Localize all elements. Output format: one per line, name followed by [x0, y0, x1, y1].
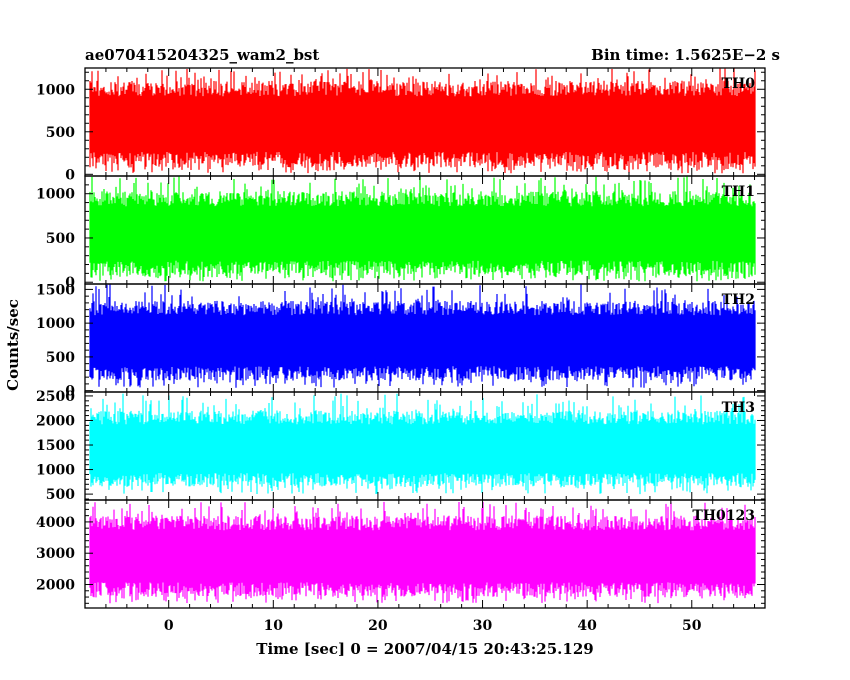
panel-label: TH0123: [692, 508, 755, 524]
y-tick-label: 2500: [36, 389, 75, 405]
y-tick-label: 500: [46, 231, 75, 247]
x-tick-label: 40: [577, 618, 597, 634]
y-tick-label: 4000: [36, 515, 75, 531]
series-th3: [89, 393, 756, 495]
series-th0: [89, 68, 756, 174]
bin-time-label: Bin time: 1.5625E−2 s: [591, 46, 780, 64]
panel-th0: 0 500 1000 TH0: [36, 67, 766, 183]
panel-label: TH1: [722, 184, 755, 200]
x-tick-label: 50: [682, 618, 702, 634]
x-tick-label: 0: [164, 618, 174, 634]
y-tick-label: 2000: [36, 413, 75, 429]
panel-th1: 0 500 1000 TH1: [36, 175, 766, 291]
y-tick-label: 2000: [36, 578, 75, 594]
series-th0123: [89, 501, 756, 604]
series-th1: [89, 176, 756, 282]
x-tick-label: 10: [264, 618, 284, 634]
y-tick-label: 500: [46, 350, 75, 366]
panel-label: TH3: [722, 400, 755, 416]
x-axis: 0 10 20 30 40 50: [164, 618, 702, 634]
figure-title: ae070415204325_wam2_bst: [85, 46, 319, 64]
y-tick-label: 0: [65, 275, 75, 291]
x-tick-label: 20: [368, 618, 388, 634]
panel-th3: 500 1000 1500 2000 2500 TH3: [36, 389, 766, 503]
y-tick-label: 1000: [36, 316, 75, 332]
x-tick-label: 30: [473, 618, 493, 634]
y-tick-label: 3000: [36, 546, 75, 562]
y-tick-label: 1500: [36, 282, 75, 298]
panel-frame: [84, 499, 766, 609]
y-tick-label: 500: [46, 125, 75, 141]
y-tick-label: 500: [46, 487, 75, 503]
panel-th0123: 2000 3000 4000 TH0123: [36, 499, 766, 609]
x-axis-label: Time [sec] 0 = 2007/04/15 20:43:25.129: [256, 640, 593, 658]
y-tick-label: 1000: [36, 463, 75, 479]
panel-label: TH2: [722, 292, 755, 308]
panel-th2: 0 500 1000 1500 TH2: [36, 282, 766, 400]
y-tick-label: 0: [65, 167, 75, 183]
y-tick-label: 0: [65, 384, 75, 400]
y-tick-label: 1000: [36, 82, 75, 98]
y-tick-label: 1500: [36, 438, 75, 454]
panels-group: 0 500 1000 TH0 0 500 1000 TH1 0 500 1000 1500 TH2 500…: [36, 67, 766, 609]
series-th2: [89, 284, 756, 388]
panel-label: TH0: [722, 76, 756, 92]
y-axis-label: Counts/sec: [4, 299, 22, 391]
y-tick-label: 1000: [36, 187, 75, 203]
